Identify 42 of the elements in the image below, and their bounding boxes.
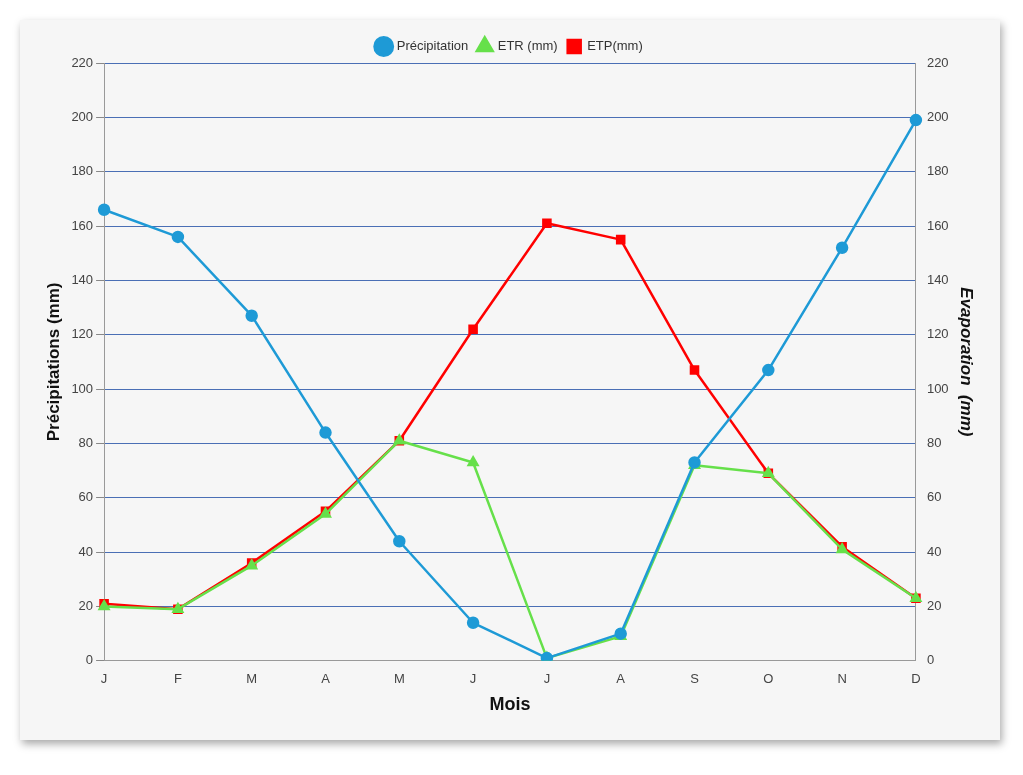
y2-tick-label: 120 bbox=[926, 326, 949, 342]
y2-tick-label: 80 bbox=[926, 435, 942, 450]
x-tick-label: A bbox=[616, 671, 626, 687]
y-tick-label: 140 bbox=[71, 271, 94, 287]
y-tick-label: 220 bbox=[71, 54, 94, 70]
y-tick-label: 40 bbox=[78, 543, 94, 559]
legend-label: Précipitation bbox=[396, 38, 469, 54]
x-tick-label: F bbox=[173, 671, 182, 687]
x-tick-label: A bbox=[321, 671, 331, 687]
y-tick-label: 20 bbox=[78, 598, 94, 614]
y-tick-label: 160 bbox=[71, 217, 94, 233]
legend-label: ETR (mm) bbox=[497, 38, 558, 54]
x-tick-label: M bbox=[246, 671, 258, 687]
y-tick-label: 100 bbox=[71, 380, 94, 396]
y-tick-label: 200 bbox=[71, 108, 94, 124]
y2-tick-label: 60 bbox=[926, 489, 942, 505]
y2-tick-label: 140 bbox=[926, 271, 949, 287]
y2-tick-label: 180 bbox=[926, 163, 949, 179]
y2-tick-label: 220 bbox=[926, 54, 949, 70]
x-tick-label: J bbox=[469, 671, 477, 687]
x-tick-label: D bbox=[911, 671, 921, 687]
y-axis-title: Précipitations (mm) bbox=[43, 282, 63, 442]
x-axis-title: Mois bbox=[489, 694, 531, 715]
y-tick-label: 120 bbox=[71, 326, 94, 342]
y2-tick-label: 160 bbox=[926, 217, 949, 233]
y2-axis-title: Evaporation (mm) bbox=[957, 287, 977, 437]
x-tick-label: N bbox=[837, 671, 847, 687]
x-tick-label: O bbox=[763, 671, 774, 687]
y2-tick-label: 0 bbox=[926, 652, 935, 668]
x-tick-label: M bbox=[393, 671, 405, 687]
x-tick-label: J bbox=[100, 671, 108, 687]
y-tick-label: 0 bbox=[85, 652, 94, 668]
y2-tick-label: 40 bbox=[926, 543, 942, 559]
y2-tick-label: 100 bbox=[926, 380, 949, 396]
y-tick-label: 80 bbox=[78, 435, 94, 450]
legend-label: ETP(mm) bbox=[587, 38, 643, 54]
y2-tick-label: 200 bbox=[926, 108, 949, 124]
y2-tick-label: 20 bbox=[926, 598, 942, 614]
y-tick-label: 60 bbox=[78, 489, 94, 505]
x-tick-label: J bbox=[543, 671, 551, 687]
x-tick-label: S bbox=[690, 671, 700, 687]
y-tick-label: 180 bbox=[71, 163, 94, 179]
